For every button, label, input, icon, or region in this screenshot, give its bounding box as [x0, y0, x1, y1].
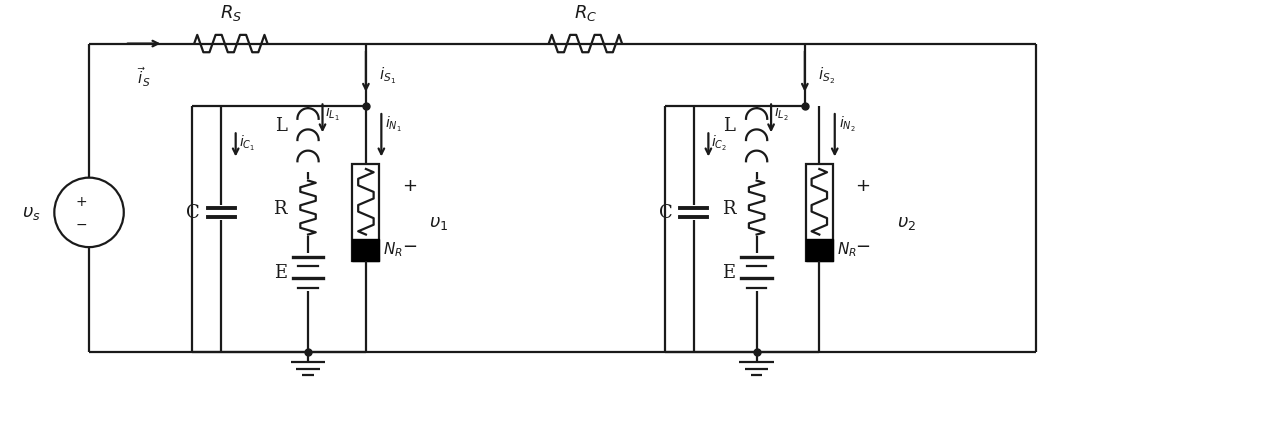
Text: C: C	[186, 204, 200, 222]
Text: +: +	[76, 194, 87, 208]
Text: $i_{C_2}$: $i_{C_2}$	[711, 134, 728, 153]
Text: +: +	[856, 177, 870, 195]
Text: $R_S$: $R_S$	[220, 3, 242, 23]
Text: $N_R$: $N_R$	[836, 240, 857, 259]
Text: $\vec{i}_S$: $\vec{i}_S$	[137, 66, 151, 89]
Text: $N_R$: $N_R$	[383, 240, 404, 259]
Text: $i_{C_1}$: $i_{C_1}$	[238, 134, 255, 153]
Bar	[352, 165, 379, 261]
Text: $i_{N_1}$: $i_{N_1}$	[386, 115, 402, 134]
Text: $R_C$: $R_C$	[574, 3, 597, 23]
Text: −: −	[856, 238, 870, 256]
Text: +: +	[402, 177, 416, 195]
Text: R: R	[273, 199, 287, 217]
Text: C: C	[658, 204, 673, 222]
Text: $\upsilon_s$: $\upsilon_s$	[22, 204, 41, 222]
Text: $i_{N_2}$: $i_{N_2}$	[839, 115, 856, 134]
Text: E: E	[274, 264, 287, 282]
Text: $\upsilon_1$: $\upsilon_1$	[429, 213, 448, 231]
Text: $i_{L_1}$: $i_{L_1}$	[325, 104, 341, 123]
Text: $i_{S_1}$: $i_{S_1}$	[379, 66, 397, 86]
Text: −: −	[402, 238, 416, 256]
Bar	[806, 165, 833, 261]
Text: L: L	[724, 116, 735, 134]
Text: −: −	[76, 217, 87, 231]
Bar	[352, 240, 379, 261]
Text: L: L	[275, 116, 287, 134]
Text: E: E	[722, 264, 735, 282]
Text: $i_{S_2}$: $i_{S_2}$	[819, 66, 835, 86]
Bar	[806, 240, 833, 261]
Text: $\upsilon_2$: $\upsilon_2$	[897, 213, 916, 231]
Text: R: R	[722, 199, 735, 217]
Text: $i_{L_2}$: $i_{L_2}$	[774, 104, 789, 123]
